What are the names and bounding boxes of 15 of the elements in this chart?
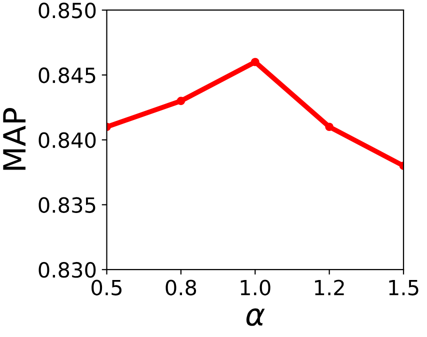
y-tick-label: 0.850 bbox=[38, 2, 96, 18]
x-tick-label: 0.5 bbox=[92, 280, 122, 296]
x-tick-label: 0.8 bbox=[166, 280, 196, 296]
y-axis-title: MAP bbox=[3, 108, 26, 170]
y-tick-label: 0.830 bbox=[38, 262, 96, 278]
y-tick-label: 0.835 bbox=[38, 197, 96, 213]
point bbox=[250, 58, 260, 66]
point bbox=[325, 122, 334, 132]
x-tick-label: 1.0 bbox=[240, 280, 270, 296]
x-tick-label: 1.2 bbox=[315, 280, 344, 296]
x-tick-label: 1.5 bbox=[389, 280, 418, 296]
point bbox=[176, 96, 186, 106]
y-tick-label: 0.845 bbox=[38, 67, 96, 84]
y-tick-label: 0.840 bbox=[38, 132, 96, 148]
x-axis-title: α bbox=[246, 308, 265, 326]
